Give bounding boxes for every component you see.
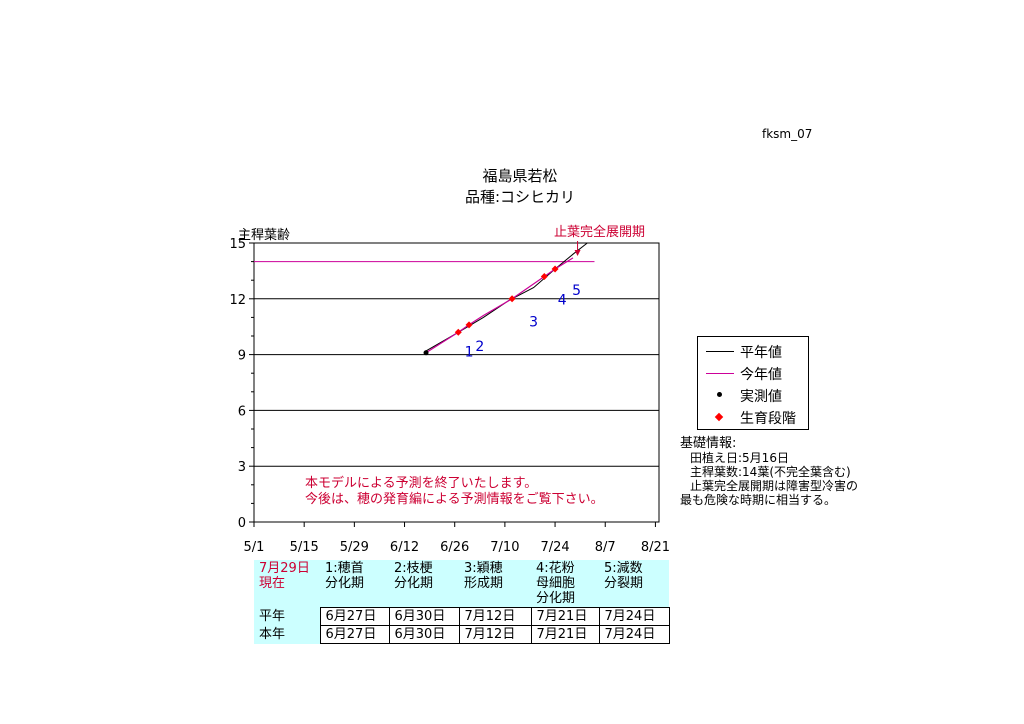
legend-label: 実測値 — [740, 389, 782, 405]
x-tick-label: 8/21 — [641, 540, 670, 555]
y-axis-label: 主稈葉齢 — [238, 228, 290, 243]
table-cell: 7月21日 — [530, 607, 600, 626]
x-tick-label: 5/29 — [340, 540, 369, 555]
y-tick-label: 15 — [229, 237, 246, 252]
table-header-row: 7月29日 現在 1:穂首 分化期 2:枝梗 分化期 3:穎穂 形成期 4:花粉… — [254, 560, 669, 608]
plot-frame — [253, 242, 660, 523]
table-row: 本年 6月27日 6月30日 7月12日 7月21日 7月24日 — [254, 625, 670, 644]
basic-info: 基礎情報: 田植え日:5月16日 主稈葉数:14葉(不完全葉含む) 止葉完全展開… — [680, 436, 859, 508]
y-tick-label: 0 — [238, 516, 246, 531]
measured-point — [423, 350, 429, 356]
y-tick-label: 3 — [238, 460, 246, 475]
x-tick-label: 6/26 — [440, 540, 469, 555]
legend-swatch — [714, 412, 724, 422]
x-tick-label: 5/15 — [290, 540, 319, 555]
legend-entry: 実測値 — [698, 384, 808, 406]
legend-swatch — [706, 351, 734, 352]
table-cell: 7月12日 — [458, 625, 532, 644]
y-tick-label: 9 — [238, 349, 246, 364]
info-heading: 基礎情報: — [680, 436, 737, 451]
stage-point — [454, 328, 462, 336]
y-tick-label: 6 — [238, 404, 246, 419]
legend-label: 生育段階 — [740, 411, 796, 427]
legend-entry: 平年値 — [698, 340, 808, 362]
x-tick-label: 5/1 — [244, 540, 265, 555]
table-cell: 7月24日 — [598, 607, 670, 626]
table-cell: 6月30日 — [388, 625, 460, 644]
row-label: 平年 — [254, 607, 320, 626]
info-line: 止葉完全展開期は障害型冷害の — [690, 479, 859, 493]
table-cell: 6月27日 — [319, 625, 390, 644]
x-tick-label: 7/10 — [490, 540, 519, 555]
table-cell: 7月24日 — [598, 625, 670, 644]
x-tick-label: 7/24 — [540, 540, 569, 555]
stage-point — [551, 265, 559, 273]
table-cell: 6月30日 — [388, 607, 460, 626]
chart-title: 福島県若松 — [482, 167, 557, 185]
legend-label: 今年値 — [740, 367, 782, 383]
stage-point — [540, 272, 548, 280]
stage-label: 3 — [529, 315, 538, 331]
table-corner: 7月29日 現在 — [254, 560, 320, 608]
current-series-line — [425, 257, 574, 354]
legend-entry: 生育段階 — [698, 406, 808, 428]
stage-header-5: 5:減数 分裂期 — [599, 560, 669, 608]
chart-subtitle: 品種:コシヒカリ — [465, 188, 575, 206]
annotation-arrow-head — [574, 250, 581, 257]
stage-point — [465, 321, 473, 329]
legend-entry: 今年値 — [698, 362, 808, 384]
stage-header-4: 4:花粉 母細胞 分化期 — [531, 560, 599, 608]
x-tick-label: 6/12 — [390, 540, 419, 555]
table-cell: 7月12日 — [458, 607, 532, 626]
stage-header-3: 3:穎穂 形成期 — [459, 560, 531, 608]
y-tick-label: 12 — [229, 293, 246, 308]
row-label: 本年 — [254, 625, 320, 644]
stage-label: 5 — [572, 283, 581, 299]
notice-text: 今後は、穂の発育編による予測情報をご覧下さい。 — [305, 491, 604, 507]
flag-leaf-annotation: 止葉完全展開期 — [554, 224, 645, 240]
stage-label: 1 — [465, 344, 474, 360]
growth-stage-table: 7月29日 現在 1:穂首 分化期 2:枝梗 分化期 3:穎穂 形成期 4:花粉… — [254, 560, 670, 644]
info-line: 田植え日:5月16日 — [690, 451, 789, 465]
stage-header-2: 2:枝梗 分化期 — [389, 560, 459, 608]
table-cell: 7月21日 — [530, 625, 600, 644]
info-line: 最も危険な時期に相当する。 — [680, 493, 837, 507]
legend-swatch — [706, 373, 734, 374]
stage-point — [508, 295, 516, 303]
legend-swatch — [717, 392, 722, 397]
notice-text: 本モデルによる予測を終了いたします。 — [305, 475, 537, 491]
table-cell: 6月27日 — [319, 607, 390, 626]
legend-label: 平年値 — [740, 345, 782, 361]
info-line: 主稈葉数:14葉(不完全葉含む) — [690, 465, 851, 479]
legend: 平年値今年値実測値生育段階 — [697, 336, 809, 430]
x-tick-label: 8/7 — [595, 540, 616, 555]
stage-header-1: 1:穂首 分化期 — [320, 560, 389, 608]
page-id: fksm_07 — [762, 127, 813, 141]
stage-label: 2 — [475, 339, 484, 355]
table-row: 平年 6月27日 6月30日 7月12日 7月21日 7月24日 — [254, 607, 670, 626]
stage-label: 4 — [558, 292, 567, 308]
